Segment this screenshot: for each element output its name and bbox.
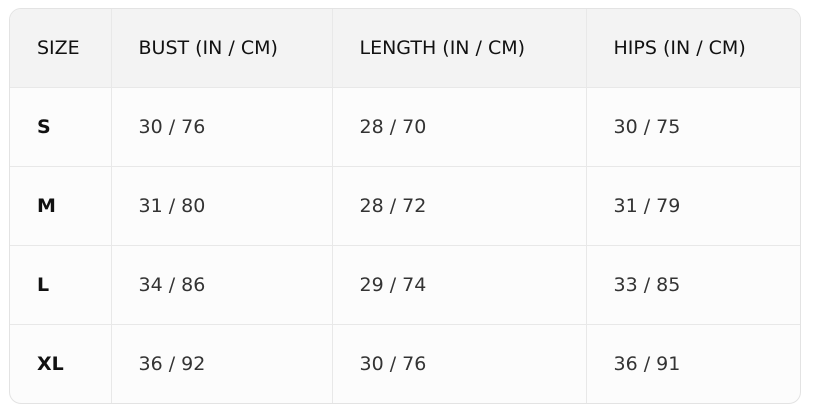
size-cell: S <box>10 87 112 167</box>
header-hips: HIPS (IN / CM) <box>586 9 800 88</box>
bust-cell: 31 / 80 <box>111 166 333 246</box>
size-cell: L <box>10 245 112 325</box>
length-cell: 28 / 70 <box>332 87 587 167</box>
bust-cell: 30 / 76 <box>111 87 333 167</box>
size-cell: XL <box>10 324 112 403</box>
hips-cell: 30 / 75 <box>586 87 800 167</box>
size-chart-table: SIZE BUST (IN / CM) LENGTH (IN / CM) HIP… <box>10 9 800 403</box>
table-row: S 30 / 76 28 / 70 30 / 75 <box>10 87 800 167</box>
table-row: L 34 / 86 29 / 74 33 / 85 <box>10 245 800 325</box>
bust-cell: 36 / 92 <box>111 324 333 403</box>
length-cell: 30 / 76 <box>332 324 587 403</box>
table-row: XL 36 / 92 30 / 76 36 / 91 <box>10 324 800 403</box>
hips-cell: 36 / 91 <box>613 353 681 375</box>
size-chart-table-container: SIZE BUST (IN / CM) LENGTH (IN / CM) HIP… <box>9 8 801 404</box>
table-row: M 31 / 80 28 / 72 31 / 79 <box>10 166 800 246</box>
length-cell: 28 / 72 <box>332 166 587 246</box>
header-size: SIZE <box>10 9 112 88</box>
header-bust: BUST (IN / CM) <box>111 9 333 88</box>
bust-cell: 34 / 86 <box>111 245 333 325</box>
header-length: LENGTH (IN / CM) <box>332 9 587 88</box>
table-header-row: SIZE BUST (IN / CM) LENGTH (IN / CM) HIP… <box>10 9 800 88</box>
hips-cell: 31 / 79 <box>586 166 800 246</box>
length-cell: 29 / 74 <box>332 245 587 325</box>
size-cell: M <box>10 166 112 246</box>
hips-cell: 33 / 85 <box>586 245 800 325</box>
